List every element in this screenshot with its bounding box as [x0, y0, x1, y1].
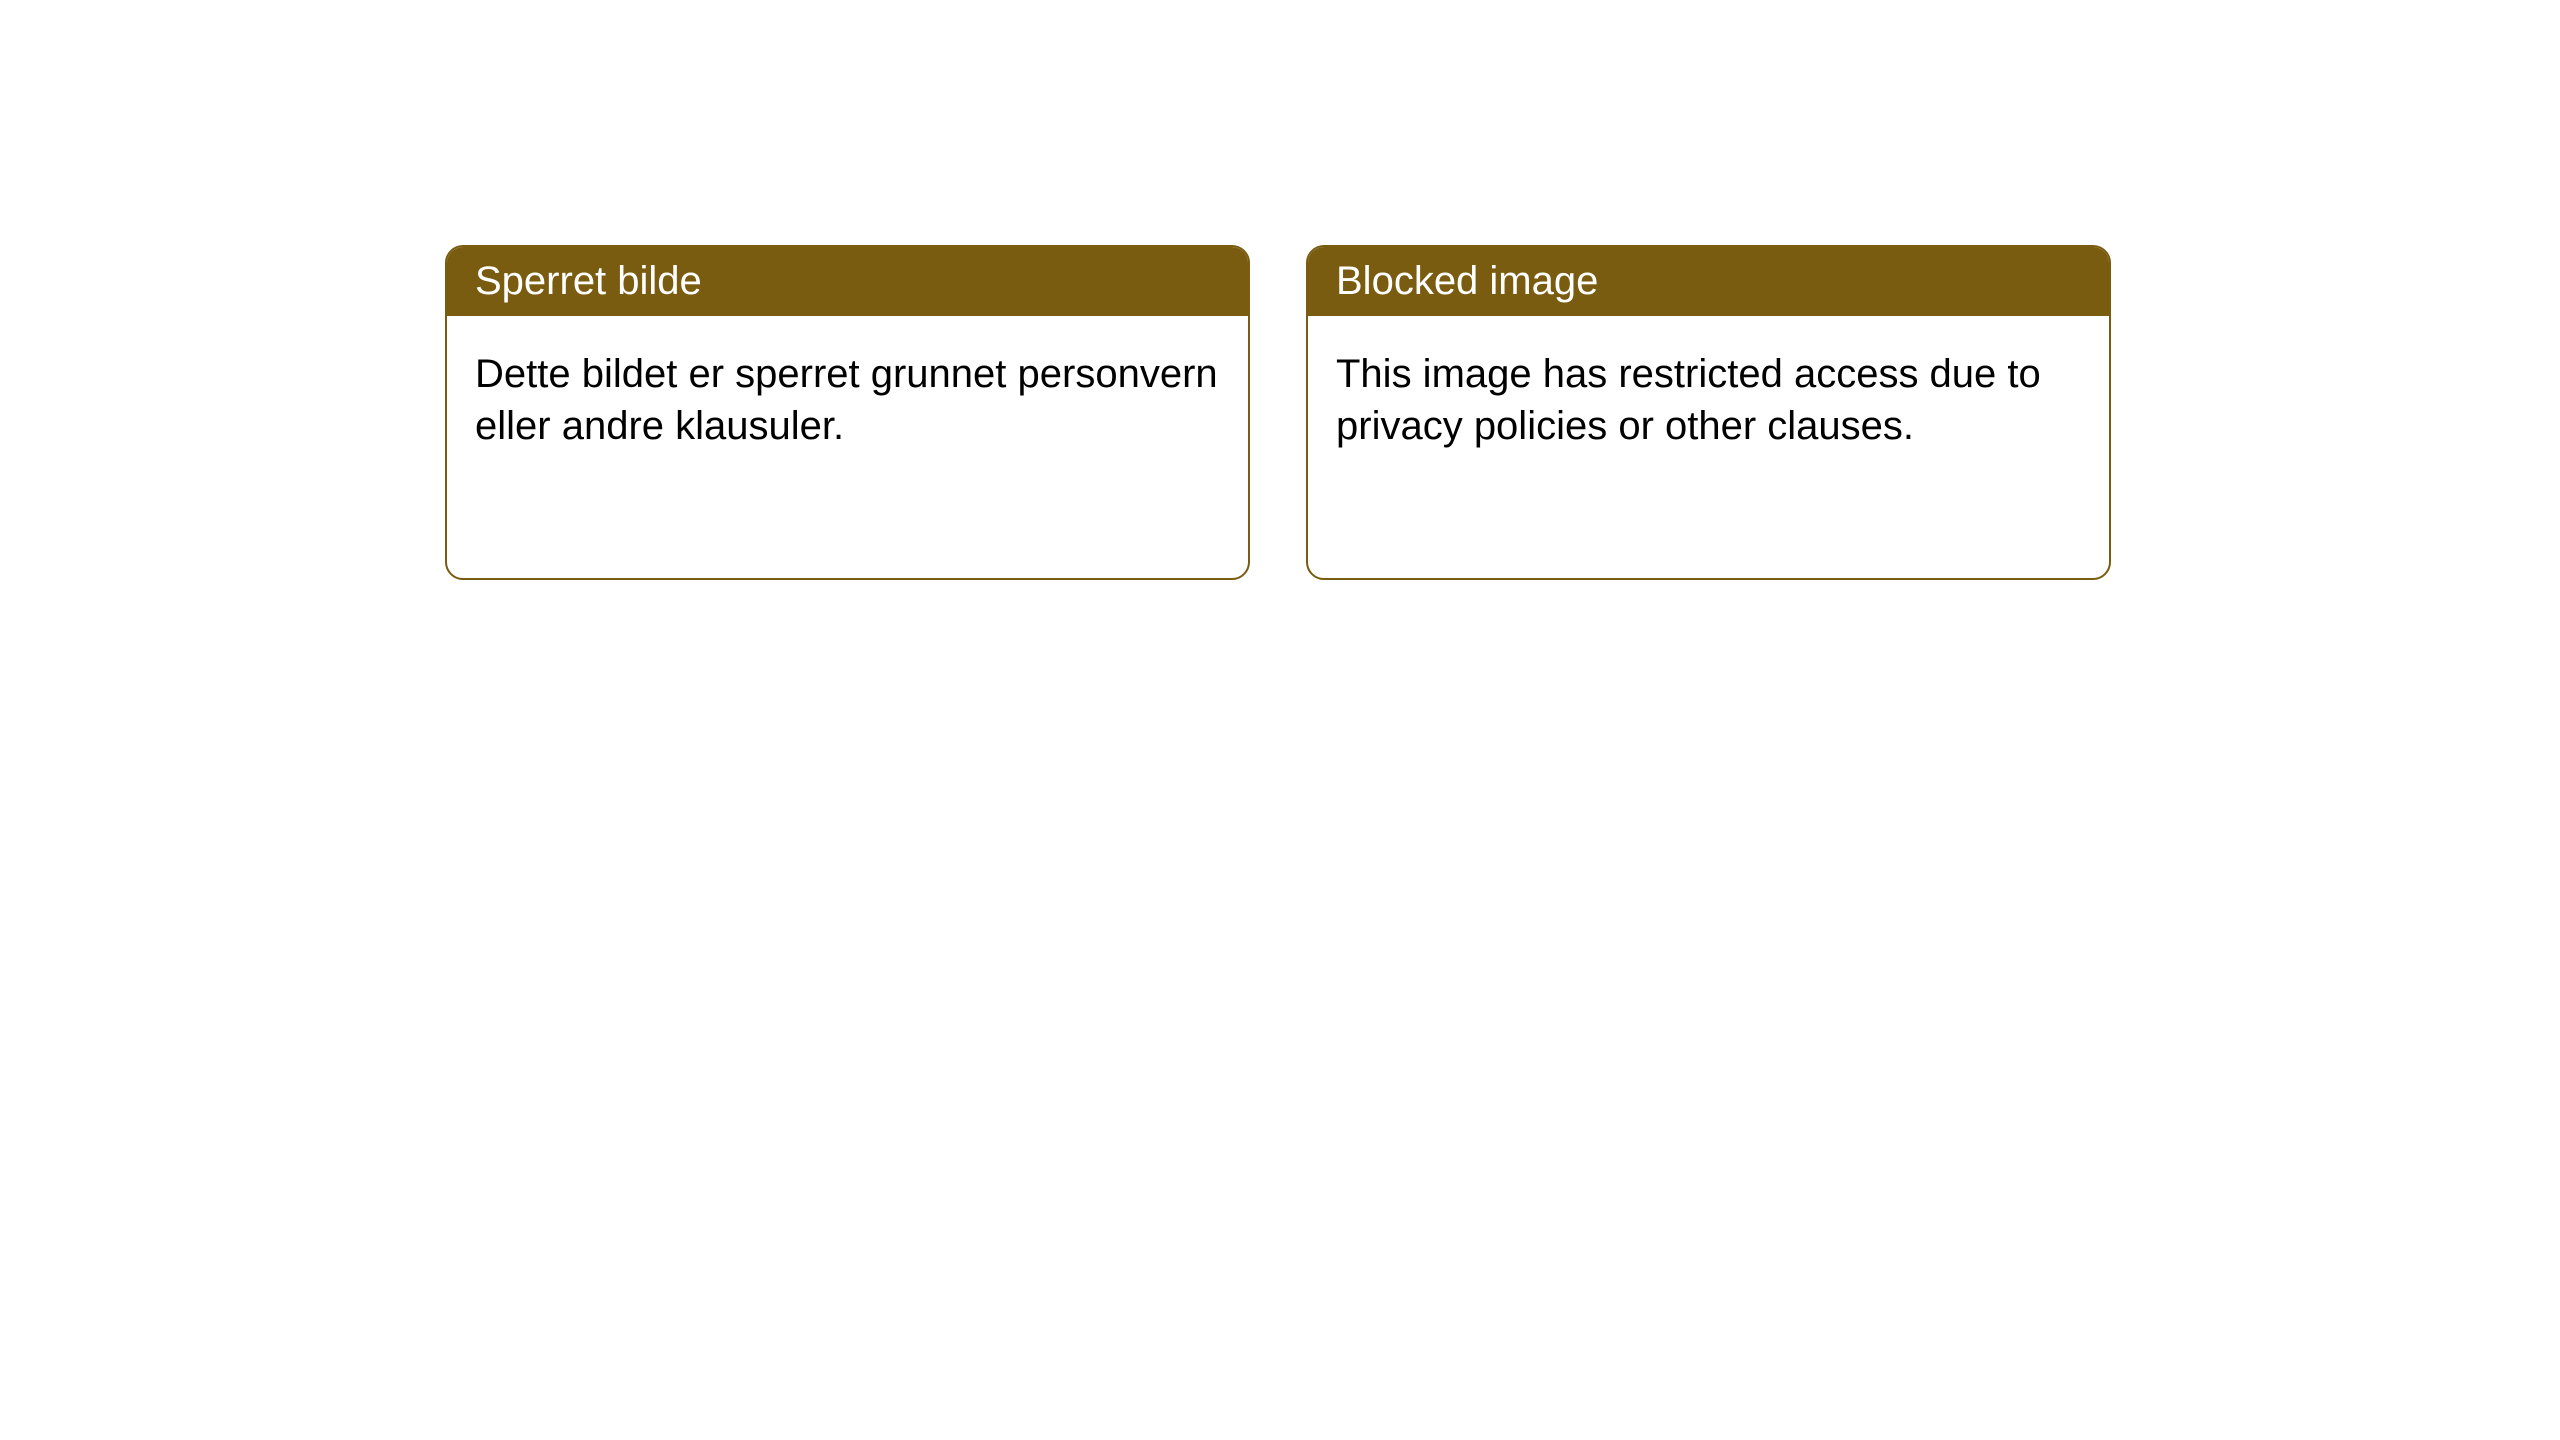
- notice-title: Sperret bilde: [447, 247, 1248, 316]
- notice-title: Blocked image: [1308, 247, 2109, 316]
- notice-body: This image has restricted access due to …: [1308, 316, 2109, 484]
- notice-body: Dette bildet er sperret grunnet personve…: [447, 316, 1248, 484]
- notice-container: Sperret bilde Dette bildet er sperret gr…: [0, 0, 2560, 580]
- notice-card-norwegian: Sperret bilde Dette bildet er sperret gr…: [445, 245, 1250, 580]
- notice-card-english: Blocked image This image has restricted …: [1306, 245, 2111, 580]
